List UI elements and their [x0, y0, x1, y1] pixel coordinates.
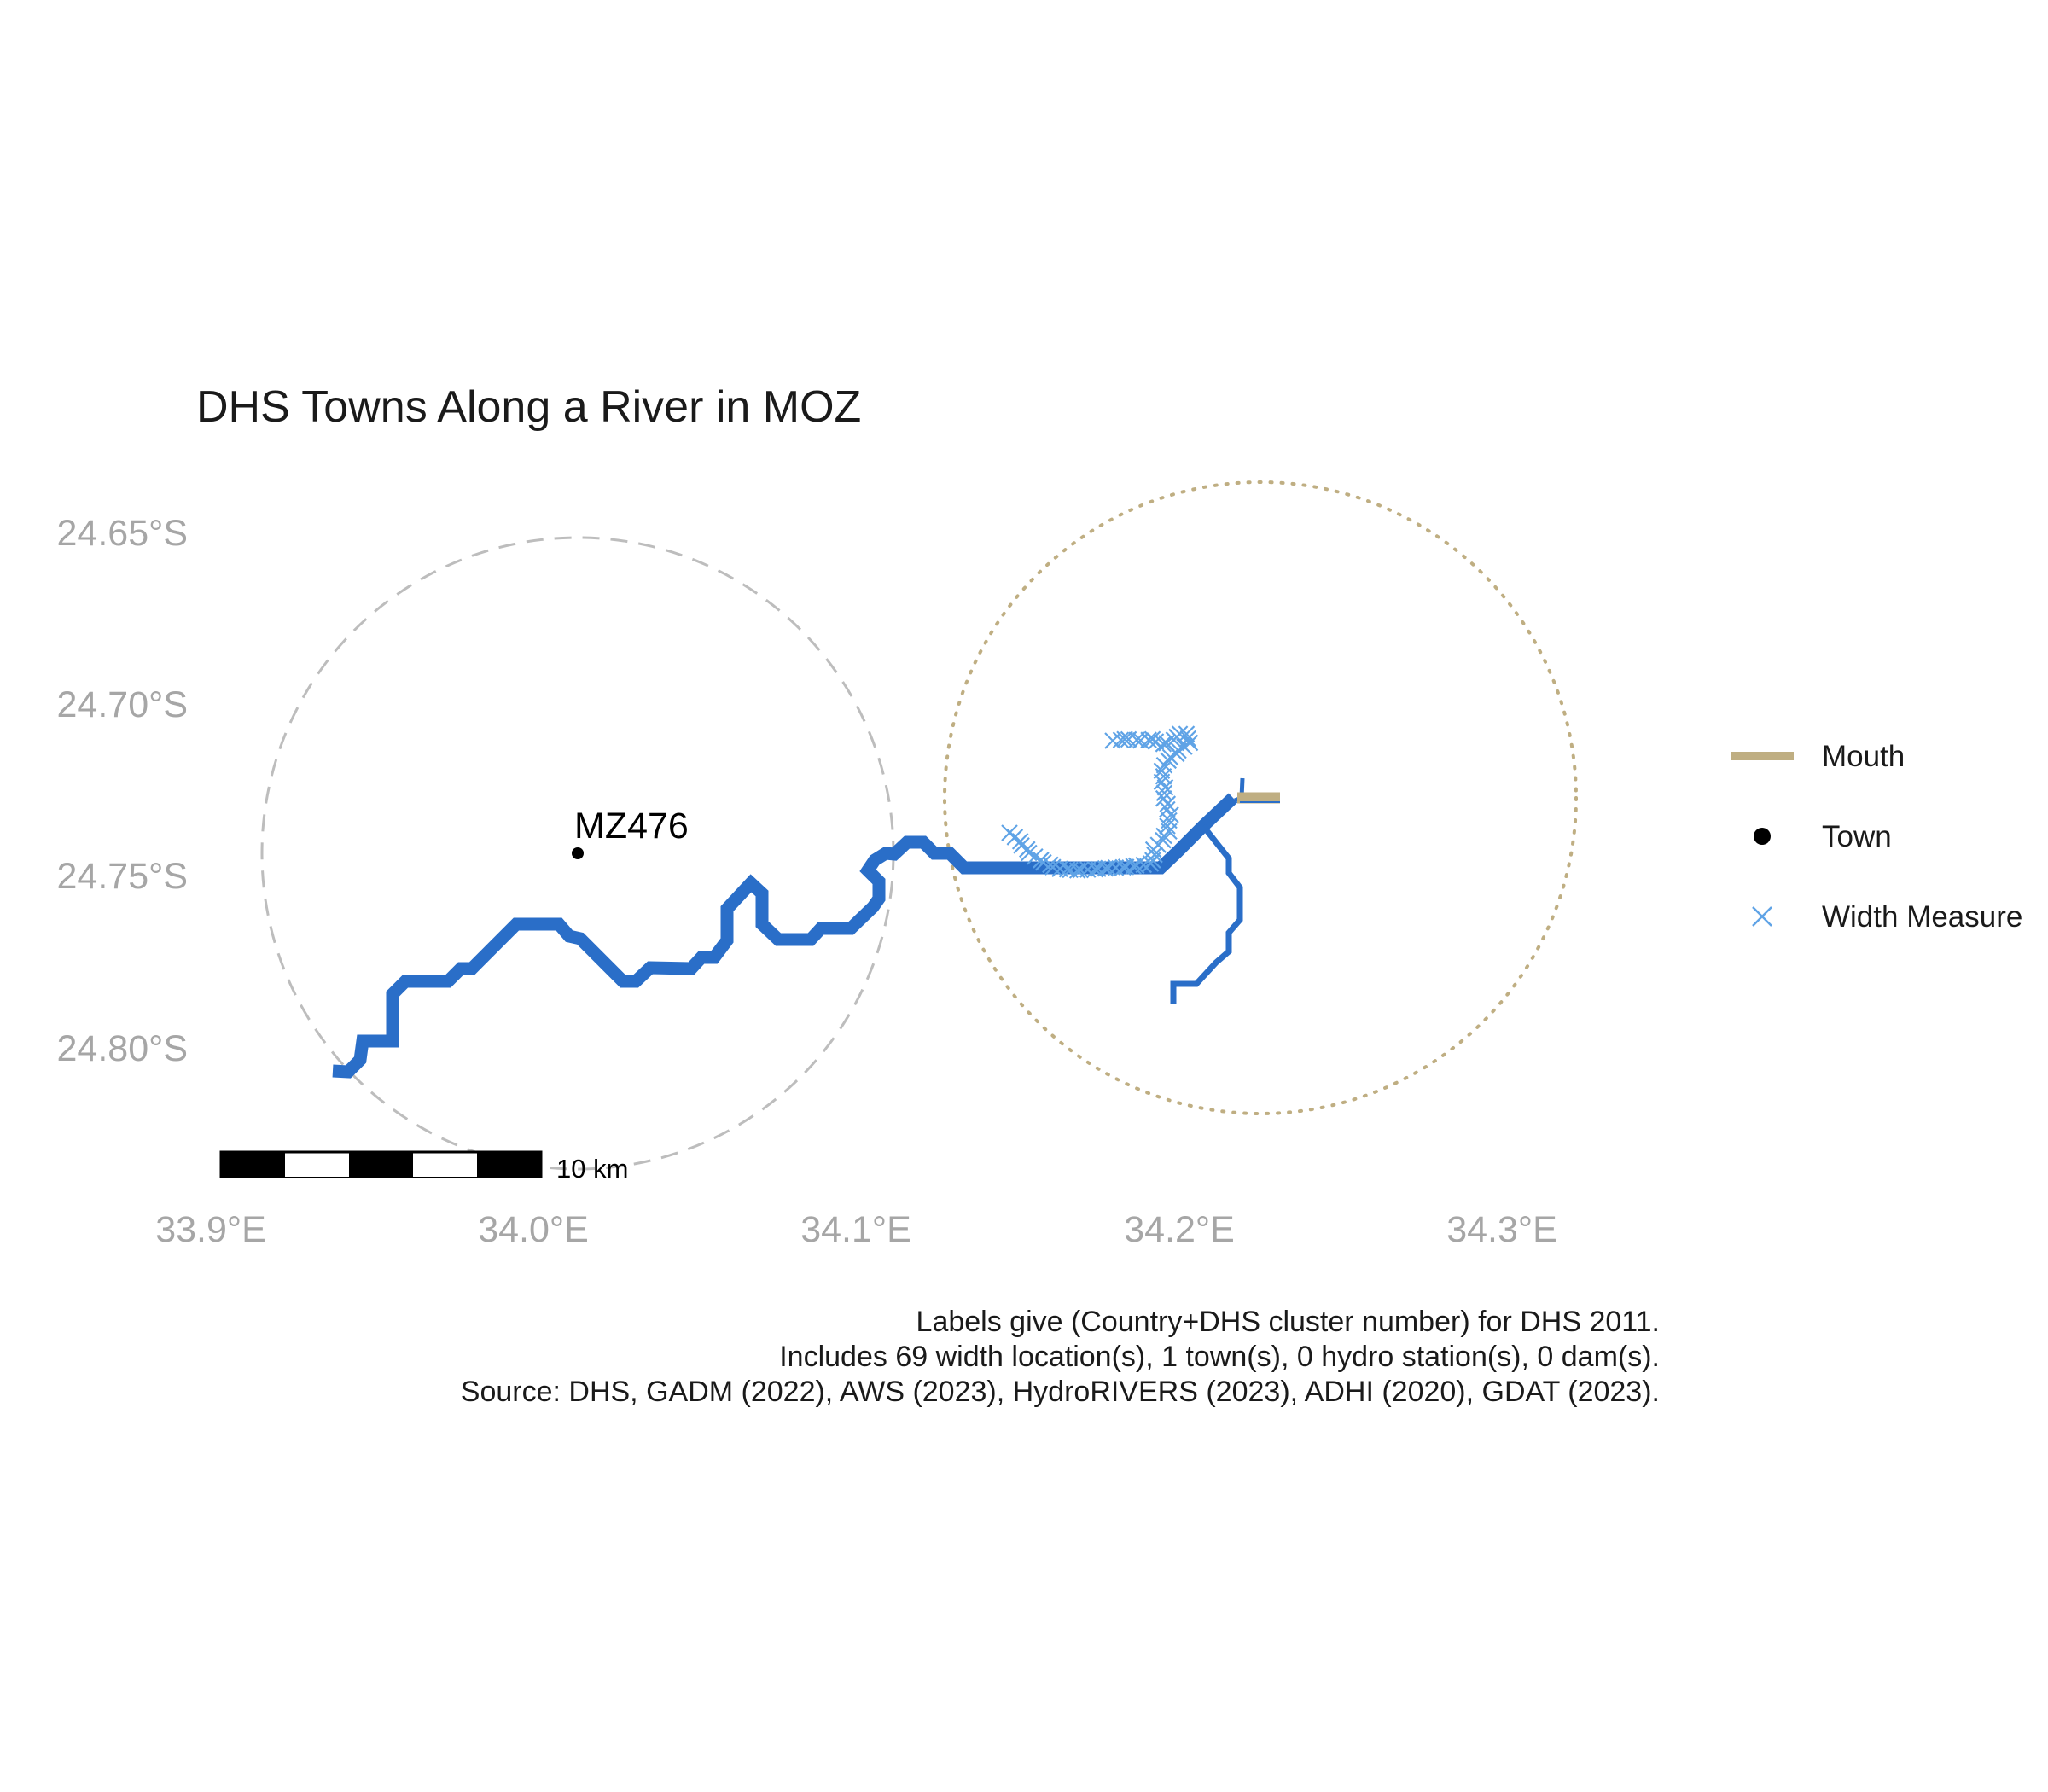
width-measure-marker	[1100, 859, 1117, 877]
legend-town-key	[1754, 828, 1771, 845]
y-tick-label: 24.80°S	[57, 1028, 188, 1069]
x-tick-label: 34.0°E	[478, 1209, 589, 1250]
width-measure-marker	[1155, 831, 1172, 849]
mouth-buffer-circle	[943, 480, 1578, 1115]
town-label: MZ476	[574, 806, 689, 847]
scale-bar-segment	[285, 1162, 349, 1177]
width-measure-points	[1001, 725, 1199, 879]
width-measure-marker	[1153, 762, 1171, 780]
legend-label-mouth: Mouth	[1822, 740, 1905, 773]
x-axis: 33.9°E 34.0°E 34.1°E 34.2°E 34.3°E	[155, 1209, 1557, 1250]
legend-width-measure-key	[1752, 906, 1772, 927]
width-measure-marker	[1044, 858, 1062, 876]
caption-line: Includes 69 width location(s), 1 town(s)…	[779, 1341, 1660, 1373]
river-tributary	[1170, 823, 1243, 1004]
scale-bar-segment	[221, 1152, 285, 1177]
map-title: DHS Towns Along a River in MOZ	[196, 382, 861, 432]
y-tick-label: 24.70°S	[57, 684, 188, 725]
scale-bar-segment	[477, 1152, 541, 1177]
width-measure-marker	[1161, 812, 1178, 829]
x-tick-label: 34.1°E	[800, 1209, 911, 1250]
width-measure-marker	[1112, 731, 1130, 748]
x-tick-label: 34.2°E	[1124, 1209, 1235, 1250]
width-measure-marker	[1178, 725, 1196, 742]
y-tick-label: 24.75°S	[57, 856, 188, 897]
width-measure-marker	[1159, 817, 1176, 835]
width-measure-marker	[1140, 731, 1157, 748]
caption-line: Source: DHS, GADM (2022), AWS (2023), Hy…	[461, 1376, 1660, 1408]
x-tick-label: 34.3°E	[1446, 1209, 1557, 1250]
x-tick-label: 33.9°E	[155, 1209, 266, 1250]
width-measure-marker	[1155, 784, 1173, 802]
town-point	[572, 847, 584, 859]
width-measure-marker	[1127, 857, 1145, 875]
legend-label-town: Town	[1822, 820, 1892, 853]
legend: Mouth Town Width Measure	[1731, 740, 2022, 934]
y-tick-label: 24.65°S	[57, 513, 188, 554]
width-measure-marker	[1120, 730, 1137, 748]
caption-line: Labels give (Country+DHS cluster number)…	[916, 1306, 1660, 1338]
y-axis: 24.65°S 24.70°S 24.75°S 24.80°S	[57, 513, 188, 1069]
river-main-stem	[332, 793, 1238, 1079]
width-measure-marker	[1104, 732, 1121, 749]
width-measure-marker	[1159, 800, 1176, 818]
width-measure-marker	[1072, 861, 1089, 879]
scale-bar-segment	[349, 1152, 413, 1177]
caption: Labels give (Country+DHS cluster number)…	[461, 1306, 1660, 1408]
scale-bar-label: 10 km	[556, 1154, 628, 1184]
legend-label-width-measure: Width Measure	[1822, 900, 2022, 934]
width-measure-marker	[1146, 846, 1163, 864]
scale-bar-segment	[413, 1162, 477, 1177]
width-measure-marker	[1162, 806, 1179, 823]
scale-bar: 10 km	[219, 1150, 628, 1184]
